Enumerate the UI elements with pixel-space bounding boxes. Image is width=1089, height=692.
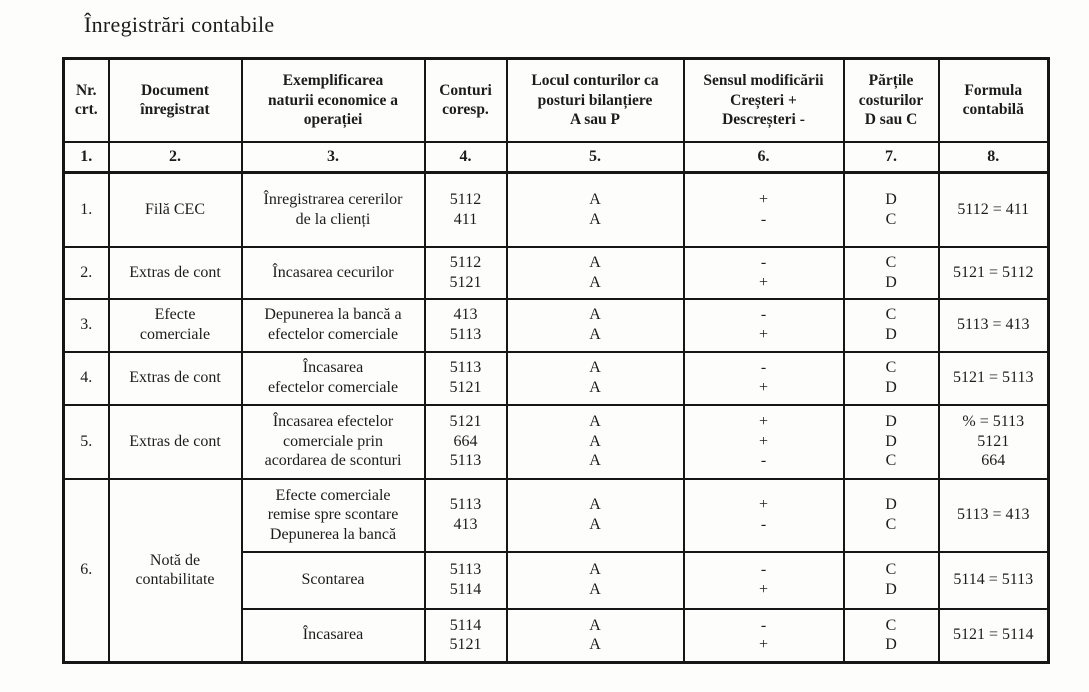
cell-document: Efecte comerciale: [107, 297, 243, 353]
cell-formula: 5121 = 5112: [937, 245, 1050, 300]
table-row-3: 3. Efecte comerciale Depunerea la bancă …: [62, 297, 1050, 353]
cell-nr: 2.: [62, 245, 110, 300]
cell-nr: 6.: [62, 477, 110, 664]
cell-conturi: 5121 664 5113: [423, 403, 508, 480]
cell-sensul: - +: [682, 350, 845, 406]
cell-operatie: Efecte comerciale remise spre scontare D…: [240, 477, 426, 553]
cell-operatie: Încasarea cecurilor: [240, 245, 426, 300]
col-number-6: 6.: [682, 140, 845, 174]
col-header-conturi: Conturi coresp.: [423, 57, 508, 143]
table-row-4: 4. Extras de cont Încasarea efectelor co…: [62, 350, 1050, 406]
table-row-1: 1. Filă CEC Înregistrarea cererilor de l…: [62, 171, 1050, 248]
cell-formula: % = 5113 5121 664: [937, 403, 1050, 480]
cell-nr: 5.: [62, 403, 110, 480]
cell-sensul: - +: [682, 297, 845, 353]
cell-conturi: 5112 411: [423, 171, 508, 248]
header-row: Nr. crt. Document înregistrat Exemplific…: [62, 57, 1050, 143]
col-number-5: 5.: [505, 140, 685, 174]
cell-nr: 4.: [62, 350, 110, 406]
cell-locul: A A: [505, 171, 685, 248]
cell-conturi: 5112 5121: [423, 245, 508, 300]
cell-conturi: 5113 5114: [423, 550, 508, 610]
table-row-6c: Încasarea 5114 5121 A A - + C D 5121 = 5…: [64, 607, 1050, 664]
col-header-sensul: Sensul modificării Creșteri + Descreșter…: [682, 57, 845, 143]
cell-locul: A A: [505, 607, 685, 664]
cell-partile: C D: [842, 350, 940, 406]
cell-sensul: - +: [682, 245, 845, 300]
col-header-locul: Locul conturilor ca posturi bilanțiere A…: [505, 57, 685, 143]
cell-locul: A A A: [505, 403, 685, 480]
cell-operatie: Înregistrarea cererilor de la clienți: [240, 171, 426, 248]
col-number-7: 7.: [842, 140, 940, 174]
cell-locul: A A: [505, 245, 685, 300]
cell-document: Extras de cont: [107, 403, 243, 480]
cell-locul: A A: [505, 477, 685, 553]
table-row-6a: 6. Notă de contabilitate Efecte comercia…: [62, 477, 1050, 664]
page-title: Înregistrări contabile: [84, 12, 275, 37]
cell-partile: C D: [842, 297, 940, 353]
cell-partile: C D: [842, 550, 940, 610]
table-row-5: 5. Extras de cont Încasarea efectelor co…: [62, 403, 1050, 480]
cell-sensul: + -: [682, 477, 845, 553]
cell-document: Extras de cont: [107, 350, 243, 406]
cell-sensul: + + -: [682, 403, 845, 480]
col-number-8: 8.: [937, 140, 1050, 174]
col-number-2: 2.: [107, 140, 243, 174]
col-header-document: Document înregistrat: [107, 57, 243, 143]
cell-partile: D C: [842, 477, 940, 553]
column-number-row: 1. 2. 3. 4. 5. 6. 7. 8.: [62, 140, 1050, 174]
accounting-entries-table: Nr. crt. Document înregistrat Exemplific…: [62, 57, 1050, 664]
col-header-nr-crt: Nr. crt.: [62, 57, 110, 143]
cell-formula: 5121 = 5113: [937, 350, 1050, 406]
cell-document: Filă CEC: [107, 171, 243, 248]
cell-partile: C D: [842, 607, 940, 664]
cell-partile: D D C: [842, 403, 940, 480]
col-header-partile: Părțile costurilor D sau C: [842, 57, 940, 143]
cell-document: Notă de contabilitate: [107, 477, 243, 664]
cell-locul: A A: [505, 297, 685, 353]
cell-formula: 5113 = 413: [937, 297, 1050, 353]
cell-conturi: 5113 413: [423, 477, 508, 553]
cell-conturi: 5114 5121: [423, 607, 508, 664]
cell-partile: D C: [842, 171, 940, 248]
table-row-2: 2. Extras de cont Încasarea cecurilor 51…: [62, 245, 1050, 300]
table-row-6b: Scontarea 5113 5114 A A - + C D 5114 = 5…: [64, 550, 1050, 610]
cell-document: Extras de cont: [107, 245, 243, 300]
cell-conturi: 5113 5121: [423, 350, 508, 406]
cell-locul: A A: [505, 350, 685, 406]
cell-formula: 5113 = 413: [937, 477, 1050, 553]
cell-formula: 5114 = 5113: [937, 550, 1050, 610]
cell-sensul: - +: [682, 607, 845, 664]
col-header-exemplificare: Exemplificarea naturii economice a opera…: [240, 57, 426, 143]
cell-formula: 5121 = 5114: [937, 607, 1050, 664]
cell-partile: C D: [842, 245, 940, 300]
cell-operatie: Încasarea efectelor comerciale prin acor…: [240, 403, 426, 480]
cell-nr: 3.: [62, 297, 110, 353]
cell-operatie: Depunerea la bancă a efectelor comercial…: [240, 297, 426, 353]
cell-locul: A A: [505, 550, 685, 610]
cell-nr: 1.: [62, 171, 110, 248]
col-number-4: 4.: [423, 140, 508, 174]
col-number-3: 3.: [240, 140, 426, 174]
cell-formula: 5112 = 411: [937, 171, 1050, 248]
col-number-1: 1.: [62, 140, 110, 174]
cell-operatie: Încasarea efectelor comerciale: [240, 350, 426, 406]
cell-operatie: Încasarea: [240, 607, 426, 664]
col-header-formula: Formula contabilă: [937, 57, 1050, 143]
cell-operatie: Scontarea: [240, 550, 426, 610]
cell-conturi: 413 5113: [423, 297, 508, 353]
cell-sensul: - +: [682, 550, 845, 610]
cell-sensul: + -: [682, 171, 845, 248]
